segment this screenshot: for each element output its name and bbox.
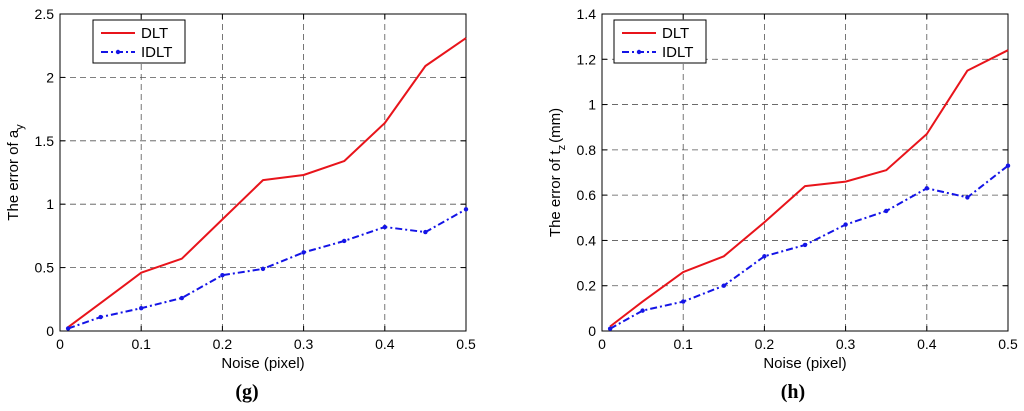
legend-label-idlt: IDLT [141, 44, 172, 61]
y-axis-label-subscript: z [556, 145, 568, 151]
y-axis-label-subscript: y [14, 124, 26, 130]
y-tick-label: 0 [46, 323, 54, 339]
x-tick-label: 0.3 [294, 336, 314, 352]
legend-box [92, 19, 186, 64]
y-tick-label: 0 [588, 323, 596, 339]
x-tick-label: 0.1 [673, 336, 693, 352]
series-point-idlt [179, 295, 184, 301]
x-tick-label: 0.2 [755, 336, 775, 352]
series-point-idlt [260, 266, 266, 272]
panel-label: (g) [235, 381, 258, 403]
y-tick-label: 0.6 [577, 187, 597, 203]
y-axis-label: The error of ay [5, 124, 26, 221]
series-point-idlt [342, 238, 347, 244]
y-axis-label-main: The error of t [547, 150, 564, 238]
series-point-idlt [301, 250, 306, 255]
y-tick-label: 1 [46, 196, 54, 212]
series-point-idlt [681, 299, 686, 304]
legend-label-idlt: IDLT [662, 44, 693, 61]
x-tick-label: 0.1 [131, 336, 151, 352]
x-axis-label: Noise (pixel) [221, 355, 304, 372]
y-tick-label: 0.2 [577, 278, 597, 294]
x-axis-label: Noise (pixel) [763, 355, 846, 372]
chart-panel-2: 0 0.1 0.2 0.3 0.4 0.5 0 0.2 0.4 0.6 0.8 1 1.2 1.4 Nois… [547, 6, 1018, 403]
y-axis-label: The error of tz (mm) [547, 108, 568, 237]
series-line-idlt [609, 164, 1009, 330]
x-tick-label: 0.3 [836, 336, 856, 352]
series-point-idlt [640, 308, 645, 313]
y-tick-label: 0.4 [577, 232, 597, 248]
y-tick-label: 2 [46, 69, 54, 85]
x-tick-label: 0.4 [375, 336, 395, 352]
y-tick-label: 1.4 [577, 6, 597, 22]
y-tick-label: 0.8 [577, 142, 597, 158]
series-point-idlt [463, 207, 469, 212]
series-point-idlt [1005, 163, 1011, 168]
x-tick-label: 0.2 [213, 336, 233, 352]
y-tick-label: 1.5 [35, 133, 55, 149]
legend-label-dlt: DLT [141, 25, 168, 42]
series-point-idlt [98, 314, 103, 320]
series-point-idlt [139, 305, 144, 311]
y-tick-label: 0.5 [35, 260, 55, 276]
series-point-idlt [843, 222, 848, 227]
series-point-idlt [382, 224, 387, 230]
plot-frame [601, 13, 1009, 332]
series-point-idlt [607, 326, 613, 331]
legend-marker-idlt [636, 49, 642, 55]
legend-label-dlt: DLT [662, 25, 689, 42]
series-point-idlt [220, 273, 225, 278]
y-axis-label-main: The error of a [5, 129, 22, 221]
x-tick-label: 0 [56, 336, 64, 352]
chart-panel-1: 0 0.1 0.2 0.3 0.4 0.5 0 0.5 1 1.5 2 2.5 Noise (pixel… [5, 6, 476, 403]
series-point-idlt [423, 229, 428, 235]
y-axis-label-unit: (mm) [547, 108, 564, 143]
legend-box [613, 19, 707, 64]
series-line-idlt [67, 208, 467, 330]
x-tick-label: 0.5 [998, 336, 1018, 352]
y-tick-label: 1 [588, 97, 596, 113]
plot-frame [59, 13, 467, 332]
series-point-idlt [965, 195, 970, 200]
series-point-idlt [65, 326, 71, 331]
x-tick-label: 0.5 [456, 336, 476, 352]
legend-marker-idlt [115, 49, 121, 55]
series-line-dlt [609, 49, 1009, 328]
series-point-idlt [924, 186, 929, 191]
y-tick-label: 2.5 [35, 6, 55, 22]
x-tick-label: 0 [598, 336, 606, 352]
series-point-idlt [884, 208, 889, 214]
series-point-idlt [721, 283, 726, 288]
panel-label: (h) [781, 381, 805, 403]
y-tick-label: 1.2 [577, 51, 597, 67]
series-line-dlt [67, 37, 467, 329]
series-point-idlt [762, 254, 767, 259]
series-point-idlt [802, 242, 808, 248]
x-tick-label: 0.4 [917, 336, 937, 352]
